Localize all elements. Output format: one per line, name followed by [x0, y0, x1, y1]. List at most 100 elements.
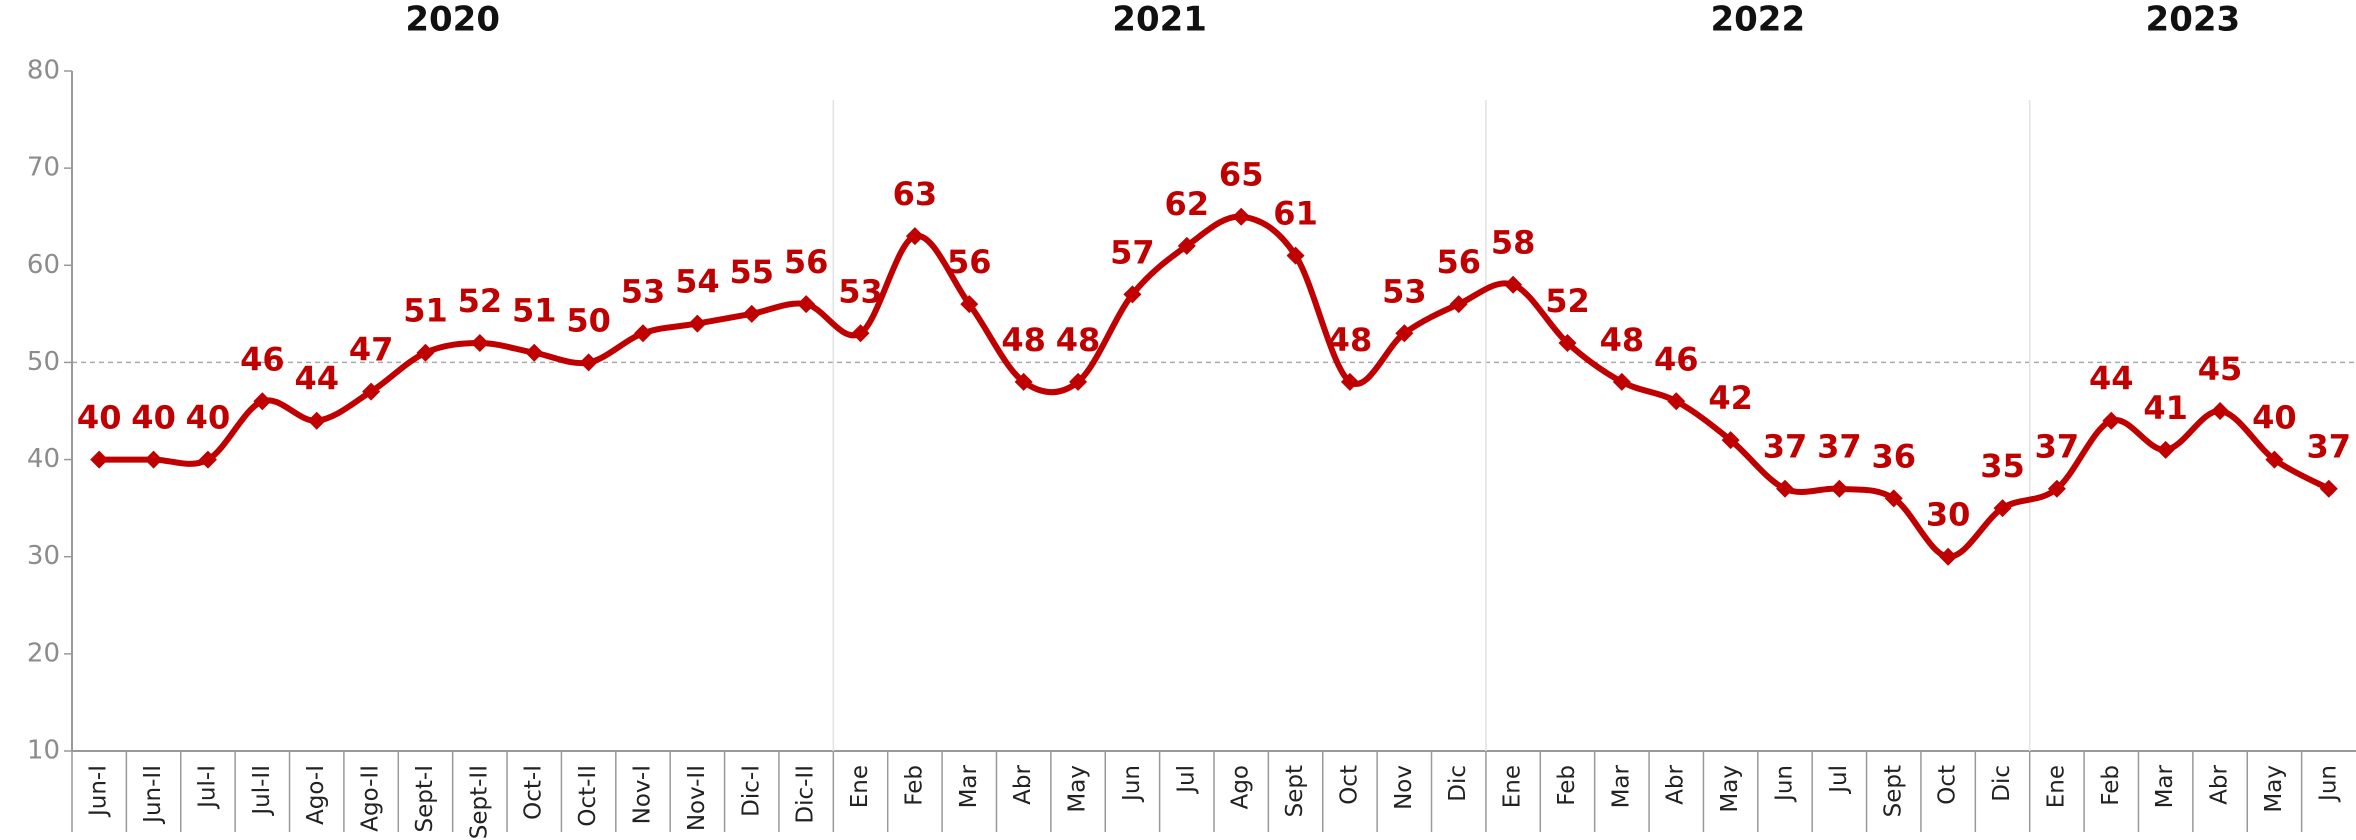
- x-tick-label: May: [1717, 765, 1743, 813]
- marker: [1014, 372, 1033, 391]
- x-tick-label: Ago-I: [303, 765, 329, 825]
- marker: [1395, 324, 1414, 343]
- marker: [797, 295, 816, 314]
- x-tick-label: Abr: [2207, 764, 2233, 804]
- data-label: 48: [1328, 321, 1373, 359]
- x-tick-label: Ene: [1500, 765, 1526, 808]
- x-tick-label: Jun: [2315, 765, 2341, 803]
- x-tick-label: Abr: [1663, 764, 1689, 804]
- series-line: [99, 213, 2331, 560]
- marker: [2265, 450, 2284, 469]
- x-tick-label: Feb: [901, 765, 927, 806]
- marker: [1612, 372, 1631, 391]
- marker: [1177, 236, 1196, 255]
- x-tick-label: Sept-I: [412, 765, 438, 832]
- x-tick-label: Ago-II: [358, 765, 384, 832]
- year-label: 2021: [1112, 0, 1207, 40]
- data-label: 48: [1001, 321, 1046, 359]
- data-label: 36: [1871, 437, 1916, 475]
- marker: [1449, 295, 1468, 314]
- data-label: 40: [77, 399, 122, 437]
- data-label: 65: [1219, 156, 1264, 194]
- marker: [905, 227, 924, 246]
- marker: [1504, 275, 1523, 294]
- x-tick-label: Ene: [847, 765, 873, 808]
- x-tick-label: Sept-II: [466, 765, 492, 839]
- data-label: 41: [2143, 389, 2188, 427]
- x-tick-label: Oct-II: [575, 765, 601, 827]
- x-tick-label: Nov-I: [630, 765, 656, 824]
- data-label: 37: [1817, 428, 1862, 466]
- data-label: 42: [1708, 379, 1753, 417]
- data-label: 40: [186, 399, 231, 437]
- data-label: 35: [1980, 447, 2025, 485]
- y-tick-label: 60: [27, 250, 60, 280]
- data-label: 52: [458, 282, 503, 320]
- x-tick-label: Mar: [2152, 764, 2178, 808]
- data-label: 57: [1110, 233, 1155, 271]
- y-tick-label: 10: [27, 736, 60, 766]
- x-tick-label: Ago: [1228, 765, 1254, 809]
- data-label: 53: [838, 272, 883, 310]
- x-tick-label: Nov: [1391, 765, 1417, 810]
- x-tick-label: Dic: [1989, 765, 2015, 802]
- data-label: 56: [1436, 243, 1481, 281]
- x-tick-label: Jun-II: [140, 765, 166, 825]
- data-label: 50: [566, 301, 611, 339]
- marker: [1721, 431, 1740, 450]
- data-label: 40: [2252, 399, 2297, 437]
- data-label: 48: [1600, 321, 1645, 359]
- data-label: 54: [675, 263, 720, 301]
- marker: [2102, 411, 2121, 430]
- x-tick-label: Jul-II: [249, 765, 275, 817]
- year-label: 2022: [1710, 0, 1805, 40]
- data-label: 58: [1491, 224, 1536, 262]
- data-label: 56: [947, 243, 992, 281]
- y-tick-label: 40: [27, 444, 60, 474]
- marker: [1939, 547, 1958, 566]
- marker: [1232, 207, 1251, 226]
- x-tick-label: Mar: [1608, 764, 1634, 808]
- marker: [579, 353, 598, 372]
- x-tick-label: Mar: [956, 764, 982, 808]
- data-label: 62: [1165, 185, 1210, 223]
- x-tick-label: Oct-I: [521, 765, 547, 820]
- marker: [416, 343, 435, 362]
- marker: [1667, 392, 1686, 411]
- x-tick-label: Ene: [2043, 765, 2069, 808]
- marker: [362, 382, 381, 401]
- data-label: 30: [1926, 496, 1971, 534]
- y-tick-label: 30: [27, 541, 60, 571]
- x-tick-label: Oct: [1935, 765, 1961, 805]
- marker: [253, 392, 272, 411]
- marker: [1884, 489, 1903, 508]
- y-tick-label: 20: [27, 638, 60, 668]
- marker: [90, 450, 109, 469]
- marker: [470, 334, 489, 352]
- year-label: 2023: [2146, 0, 2241, 40]
- x-tick-label: Oct: [1336, 765, 1362, 805]
- y-tick-label: 80: [27, 56, 60, 86]
- data-label: 52: [1545, 282, 1590, 320]
- data-label: 56: [784, 243, 829, 281]
- data-label: 61: [1273, 195, 1318, 233]
- marker: [851, 324, 870, 343]
- marker: [1558, 334, 1577, 352]
- data-label: 45: [2198, 350, 2243, 388]
- marker: [634, 324, 652, 343]
- x-tick-label: Jul: [1173, 765, 1199, 795]
- data-label: 51: [512, 292, 557, 330]
- marker: [742, 304, 761, 323]
- x-tick-label: Dic-I: [738, 765, 764, 817]
- x-tick-label: Jul: [1826, 765, 1852, 795]
- marker: [688, 314, 707, 333]
- marker: [1286, 246, 1305, 265]
- year-label: 2020: [405, 0, 500, 40]
- x-tick-label: Jun-I: [86, 765, 112, 818]
- x-tick-label: Feb: [1554, 765, 1580, 806]
- data-label: 46: [240, 340, 285, 378]
- data-label: 44: [294, 360, 339, 398]
- x-tick-label: Dic: [1445, 765, 1471, 802]
- marker: [1340, 372, 1359, 391]
